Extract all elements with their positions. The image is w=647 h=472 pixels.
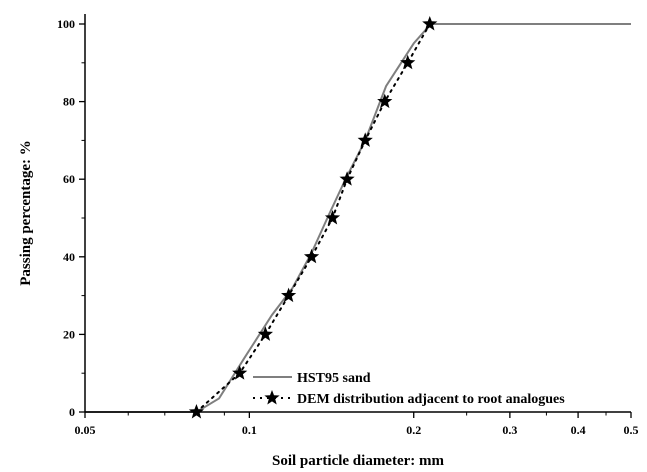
dem-star-point-4 — [303, 248, 320, 264]
legend-label-line: HST95 sand — [297, 371, 371, 386]
y-tick-label-3: 60 — [63, 172, 75, 186]
x-tick-label-5: 0.5 — [624, 423, 639, 437]
legend-label-dem: DEM distribution adjacent to root analog… — [297, 392, 565, 407]
x-tick-label-1: 0.1 — [242, 423, 257, 437]
y-tick-label-5: 100 — [57, 17, 75, 31]
dem-star-point-9 — [400, 54, 416, 70]
dem-star-point-3 — [281, 287, 297, 303]
dem-star-point-8 — [377, 93, 393, 109]
ticks: 0.05 0.1 0.2 0.3 0.4 0.5 0 20 40 60 80 100 — [57, 17, 639, 437]
legend-star-shape — [264, 390, 280, 405]
plot-lines — [85, 23, 631, 413]
x-tick-label-0: 0.05 — [75, 423, 96, 437]
dem-star-point-0 — [188, 404, 205, 419]
y-tick-label-0: 0 — [69, 405, 75, 419]
dem-star-point-7 — [357, 132, 373, 147]
legend: HST95 sand DEM distribution adjacent to … — [253, 371, 565, 407]
y-tick-label-4: 80 — [63, 95, 75, 109]
dem-star-point-10 — [422, 16, 438, 31]
y-axis-title: Passing percentage: % — [18, 140, 34, 286]
x-tick-label-2: 0.2 — [406, 423, 421, 437]
series-hst95-line — [85, 23, 631, 413]
dem-star-point-1 — [232, 365, 248, 380]
data-markers — [188, 16, 438, 419]
x-tick-label-3: 0.3 — [502, 423, 517, 437]
y-tick-label-2: 40 — [63, 250, 75, 264]
series-dem-line — [195, 23, 431, 413]
x-axis-title: Soil particle diameter: mm — [272, 453, 445, 469]
legend-star-marker — [264, 390, 280, 405]
axes — [84, 14, 631, 413]
dem-star-point-2 — [257, 326, 274, 341]
y-tick-label-1: 20 — [63, 327, 75, 341]
dem-star-point-5 — [324, 210, 341, 225]
x-tick-label-4: 0.4 — [571, 423, 586, 437]
dem-star-point-6 — [339, 171, 355, 186]
